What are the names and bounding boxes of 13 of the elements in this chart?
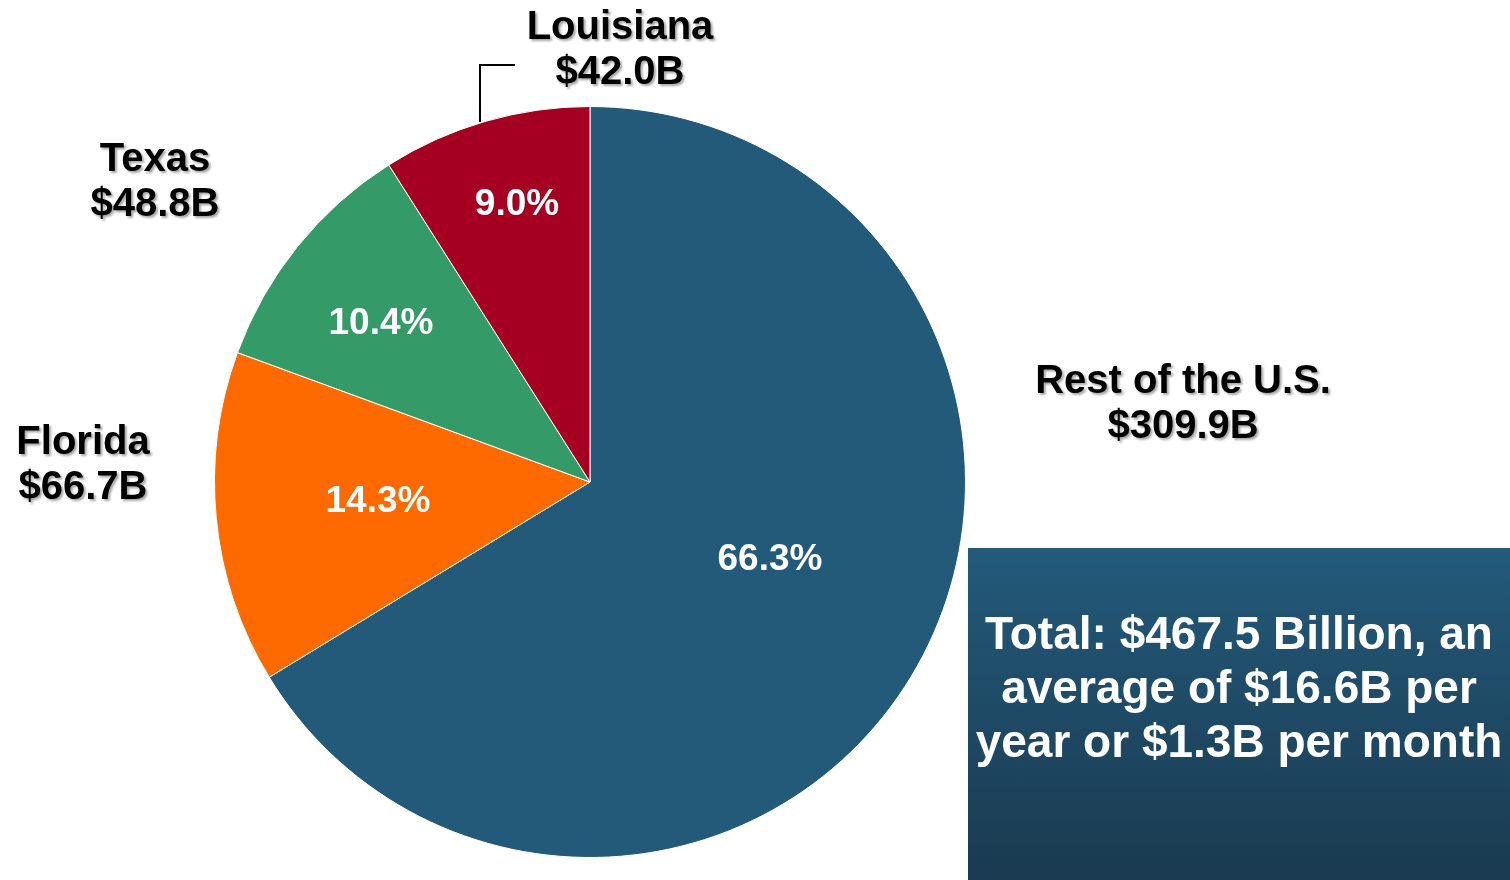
- data-label: 9.0%: [474, 182, 560, 224]
- text: Total: $467.5 Billion, an average of $16.6B per year or $1.3B per month: [968, 548, 1510, 880]
- data-label: 14.3%: [325, 479, 431, 521]
- text: $48.8B: [90, 180, 220, 225]
- text: $66.7B: [18, 463, 148, 508]
- data-label: 66.3%: [717, 537, 823, 579]
- data-label: 10.4%: [328, 301, 434, 343]
- slice-label: Florida: [16, 418, 151, 463]
- slice-label: Texas: [99, 135, 211, 180]
- text: $42.0B: [555, 48, 685, 93]
- slice-label: Rest of the U.S.: [1035, 357, 1331, 402]
- text: $309.9B: [1107, 402, 1259, 447]
- slice-label: Louisiana: [526, 3, 715, 48]
